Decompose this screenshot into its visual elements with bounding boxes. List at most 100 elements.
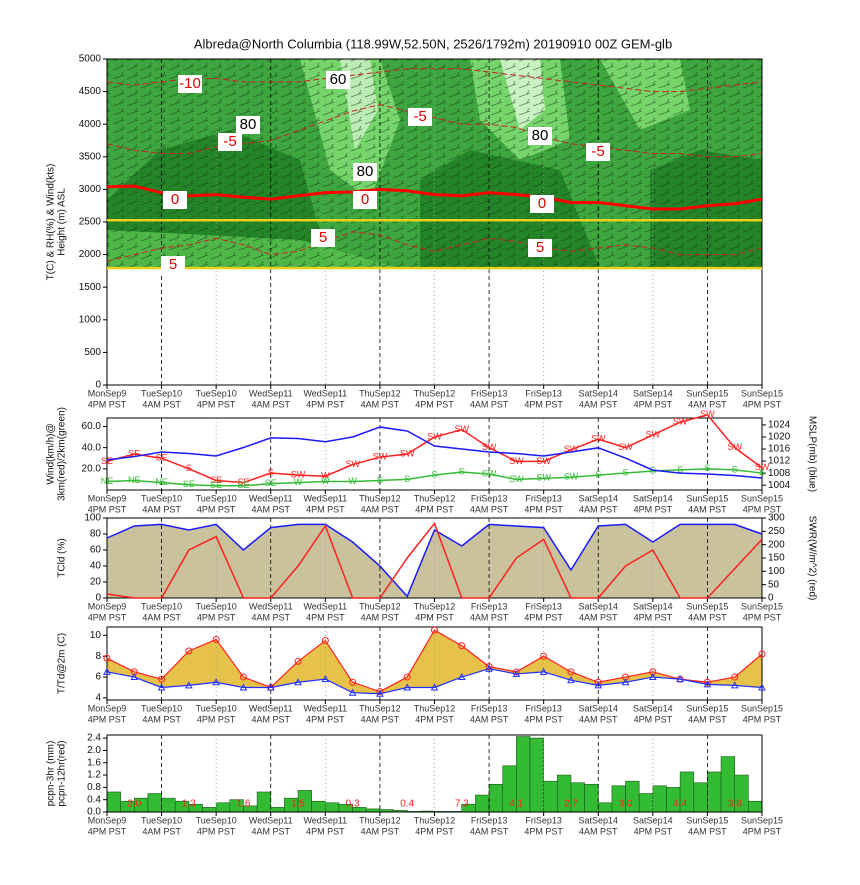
y2-tick-label: 100	[768, 566, 785, 577]
precip-12hr-label: 0.4	[400, 799, 414, 810]
contour-label-box	[530, 195, 554, 213]
td-marker	[457, 673, 466, 681]
series-line	[106, 68, 763, 93]
x-tick-label: FriSep13	[525, 703, 562, 713]
y-tick-label: 0.8	[87, 782, 101, 793]
y-axis-label: TCld (%)	[57, 538, 68, 577]
y2-tick-label: 1012	[768, 456, 791, 467]
precip-12hr-label: 0.3	[346, 799, 360, 810]
y2-axis-label: MSLP(mb) (blue)	[806, 416, 817, 492]
contour-label: 80	[357, 163, 374, 180]
wind-direction: SW	[291, 470, 306, 480]
y-tick-label: 0.4	[87, 794, 101, 805]
t-marker	[185, 647, 193, 655]
wind-direction: SW	[536, 456, 551, 466]
wind-direction: SW	[727, 442, 742, 452]
x-tick-label: 4AM PST	[251, 714, 290, 724]
x-tick-label: 4PM PST	[524, 504, 563, 514]
x-tick-label: 4PM PST	[743, 399, 782, 409]
y-tick-label: 3000	[79, 184, 102, 195]
x-tick-label: 4PM PST	[88, 714, 127, 724]
x-tick-label: TueSep10	[196, 703, 237, 713]
y-tick-label: 80	[90, 529, 102, 540]
contour-label-box	[408, 108, 432, 126]
td-marker	[348, 688, 357, 696]
x-tick-label: 4PM PST	[524, 714, 563, 724]
x-tick-label: 4AM PST	[579, 612, 618, 622]
x-tick-label: FriSep13	[471, 493, 508, 503]
x-tick-label: TueSep10	[141, 703, 182, 713]
td-marker	[185, 681, 193, 689]
precip-bar	[106, 791, 121, 813]
precip-12hr-label: 1.5	[291, 799, 305, 810]
x-tick-label: ThuSep12	[359, 388, 401, 398]
x-tick-label: WedSep11	[249, 388, 293, 398]
td-marker	[621, 678, 630, 686]
td-marker	[567, 676, 575, 684]
x-tick-label: WedSep11	[249, 601, 293, 611]
x-tick-label: ThuSep12	[359, 493, 401, 503]
wind-direction: SW	[427, 431, 442, 441]
wind-direction: S	[677, 464, 683, 474]
contour-label: -5	[591, 143, 604, 160]
x-tick-label: 4AM PST	[470, 714, 509, 724]
wind-direction: SW	[618, 442, 633, 452]
y-tick-label: 2.0	[87, 745, 101, 756]
x-tick-label: SunSep15	[686, 703, 728, 713]
x-tick-label: ThuSep12	[414, 703, 456, 713]
td-marker	[430, 683, 439, 691]
wind-direction: SE	[210, 480, 222, 490]
x-tick-label: 4AM PST	[579, 504, 618, 514]
x-tick-label: 4AM PST	[251, 399, 290, 409]
y2-tick-label: 250	[768, 526, 785, 537]
x-tick-label: 4PM PST	[634, 714, 673, 724]
precip-bar	[652, 785, 667, 813]
x-tick-label: 4PM PST	[88, 826, 127, 836]
precip-bar	[488, 783, 504, 813]
wind-direction: W	[294, 477, 303, 487]
t-marker	[403, 673, 411, 681]
x-tick-label: SunSep15	[686, 388, 728, 398]
x-tick-label: SunSep15	[741, 388, 783, 398]
precip-12hr-label: 7.3	[455, 799, 469, 810]
t-marker	[758, 650, 766, 658]
x-tick-label: SunSep15	[741, 703, 783, 713]
x-tick-label: TueSep10	[141, 815, 182, 825]
x-tick-label: 4PM PST	[524, 826, 563, 836]
x-tick-label: WedSep11	[249, 703, 293, 713]
contour-label: -5	[413, 108, 426, 125]
precip-12hr-label: 2.0	[127, 799, 141, 810]
t-td-fill	[107, 630, 762, 694]
wind-direction: S	[732, 464, 738, 474]
contour-label: 5	[536, 239, 544, 256]
wind-direction: W	[321, 471, 330, 481]
contour-label-box	[163, 191, 187, 209]
precip-12hr-label: 1.6	[237, 799, 251, 810]
wind-direction: S	[623, 467, 629, 477]
series-line	[106, 523, 763, 598]
y-axis-label: Wind(km/h)@	[46, 423, 57, 484]
t-marker	[239, 673, 247, 681]
x-tick-label: ThuSep12	[414, 388, 456, 398]
t-marker	[431, 626, 438, 634]
x-tick-label: 4PM PST	[306, 399, 345, 409]
precip-bar	[529, 737, 544, 813]
wind-direction: SE	[101, 456, 113, 466]
x-tick-label: 4AM PST	[251, 612, 290, 622]
td-marker	[239, 683, 248, 691]
x-tick-label: 4AM PST	[361, 714, 400, 724]
wind-direction: S	[377, 475, 383, 485]
x-tick-label: 4PM PST	[306, 826, 345, 836]
x-tick-label: FriSep13	[525, 815, 562, 825]
x-tick-label: SunSep15	[741, 601, 783, 611]
wind-direction: SW	[564, 444, 579, 454]
wind-direction: S	[186, 463, 192, 473]
y-tick-label: 5000	[79, 54, 102, 65]
wind-direction: SW	[482, 468, 497, 478]
x-tick-label: ThuSep12	[414, 493, 456, 503]
td-marker	[539, 667, 548, 675]
x-tick-label: SatSep14	[578, 601, 618, 611]
plot-frame	[106, 517, 763, 599]
x-tick-label: 4PM PST	[634, 399, 673, 409]
